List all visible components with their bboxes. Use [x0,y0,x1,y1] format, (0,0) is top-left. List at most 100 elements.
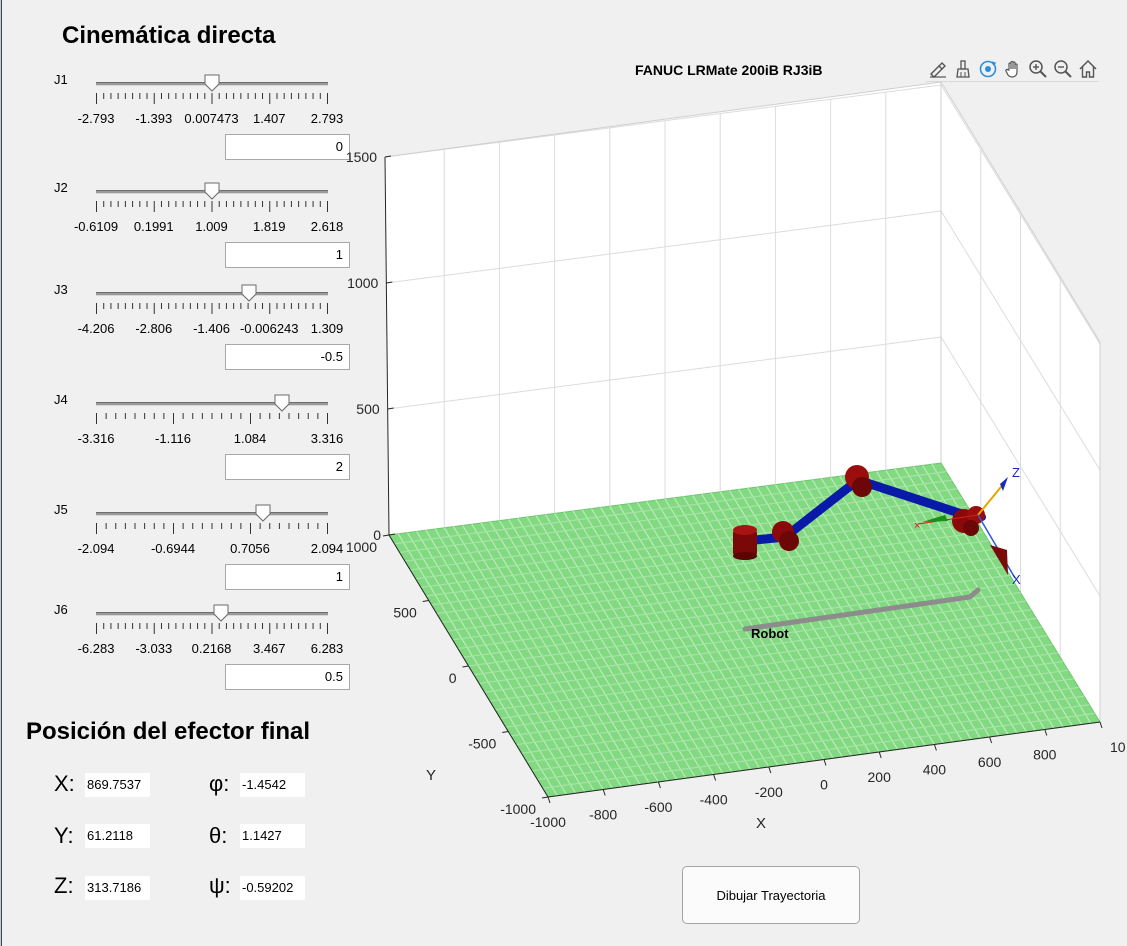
floor-mesh [394,463,1095,797]
floor-plane [388,462,1101,798]
clean-icon[interactable] [951,57,974,80]
joint-value-field-5[interactable]: 1 [225,564,350,590]
x-tick-label: -400 [700,792,728,808]
y-axis-line [388,534,549,798]
x-tick-label: -800 [589,807,617,823]
trajectory-shadow [742,587,981,632]
joint-value-field-3[interactable]: -0.5 [225,344,350,370]
slider-tick-label: -1.116 [155,431,191,446]
slider-thumb[interactable] [241,284,257,302]
slider-tick-label: 2.793 [310,111,344,126]
slider-tick-label: 3.316 [310,431,344,446]
slider-tick-label: -2.793 [77,111,115,126]
robot-joint-base [733,525,757,560]
joint-slider-3[interactable]: -4.206 -2.806 -1.406 -0.006243 1.309 [78,284,343,341]
slider-tick-label: -1.406 [193,321,230,336]
axes-toolbar [926,57,1099,82]
slider-thumb[interactable] [213,604,229,622]
slider-thumb[interactable] [255,504,271,522]
slider-track[interactable] [96,512,328,516]
right-wall [941,82,1100,722]
pos-y-label: Y: [54,823,74,848]
slider-track[interactable] [96,402,328,406]
x-tick-label: 400 [923,762,947,778]
slider-thumb[interactable] [204,182,220,200]
slider-tick-label: -2.806 [135,321,173,336]
pan-hand-icon[interactable] [1001,57,1024,80]
pos-z-value: 313.7186 [85,876,150,900]
pos-psi-value: -0.59202 [240,876,305,900]
joint-slider-2[interactable]: -0.6109 0.1991 1.009 1.819 2.618 [74,182,343,239]
end-effector-frame: × Z X [914,465,1021,587]
y-tick-label: -500 [468,736,496,752]
y-tick-label: 500 [393,605,417,621]
slider-tick-label: 1.009 [195,219,228,234]
x-axis-label: X [756,815,766,832]
plot-title: FANUC LRMate 200iB RJ3iB [635,62,823,78]
slider-thumb[interactable] [204,74,220,92]
robot-joint-elbow [845,465,872,497]
x-tick-label: -600 [644,799,672,815]
grid-lines [384,84,1101,658]
slider-tick-label: 1.819 [252,219,286,234]
slider-tick-label: -4.206 [77,321,115,336]
slider-tick-label: 0.2168 [191,641,232,656]
robot-joint-shoulder [772,521,799,551]
pos-psi-label: ψ: [209,873,231,898]
joint-slider-4[interactable]: -3.316 -1.116 1.084 3.316 [78,394,343,451]
draw-trajectory-button[interactable]: Dibujar Trayectoria [682,866,860,924]
x-tick-label: 200 [868,769,892,785]
slider-tick-label: -6.283 [77,641,115,656]
slider-tick-label: 3.467 [252,641,286,656]
slider-tick-label: 6.283 [310,641,344,656]
pos-z-label: Z: [54,873,74,898]
joint-slider-5[interactable]: -2.094 -0.6944 0.7056 2.094 [78,504,343,561]
slider-ticks [96,93,328,104]
x-tick-label: 0 [820,777,828,793]
joint-label-6: J6 [54,602,68,617]
z-axis-line [384,156,390,536]
slider-tick-label: 1.084 [233,431,267,446]
zoom-in-icon[interactable] [1026,57,1049,80]
joint-slider-1[interactable]: -2.793 -1.393 0.007473 1.407 2.793 [78,74,343,131]
slider-tick-label: 0.7056 [230,541,270,556]
x-tick-label: 10 [1110,739,1126,755]
slider-ticks [96,201,328,212]
zoom-out-icon[interactable] [1051,57,1074,80]
robot-joint-wrist [952,506,985,536]
y-tick-label: -1000 [500,801,536,817]
robot-model: × Z X [733,465,1021,587]
pos-y-value: 61.2118 [85,824,150,848]
pos-phi-value: -1.4542 [240,773,305,797]
x-tick-label: 600 [978,754,1002,770]
slider-tick-label: -0.6109 [73,219,119,234]
brush-icon[interactable] [926,57,949,80]
panel-title: Cinemática directa [62,22,276,49]
pos-theta-value: 1.1427 [240,824,305,848]
joint-value-field-4[interactable]: 2 [225,454,350,480]
slider-tick-label: 0.007473 [184,111,239,126]
joint-slider-6[interactable]: -6.283 -3.033 0.2168 3.467 6.283 [78,604,343,661]
joint-value-field-6[interactable]: 0.5 [225,664,350,690]
slider-tick-label: 2.094 [310,541,344,556]
slider-thumb[interactable] [274,394,290,412]
z-tick-label: 1500 [346,149,377,165]
joint-value-field-1[interactable]: 0 [225,134,350,160]
slider-ticks [96,623,328,634]
x-tick-label: -200 [755,784,783,800]
slider-tick-label: -0.006243 [239,321,299,336]
robot-label: Robot [751,626,789,641]
slider-track[interactable] [96,612,328,616]
joint-value-field-2[interactable]: 1 [225,242,350,268]
x-tick-label: 800 [1033,747,1057,763]
home-icon[interactable] [1076,57,1099,80]
slider-ticks [96,413,328,424]
pos-x-value: 869.7537 [85,773,150,797]
slider-track[interactable] [96,292,328,296]
rotate-3d-icon[interactable] [976,57,999,80]
slider-tick-label: -1.393 [135,111,173,126]
position-title: Posición del efector final [26,718,311,745]
joint-label-3: J3 [54,282,68,297]
slider-tick-label: 0.1991 [133,219,174,234]
